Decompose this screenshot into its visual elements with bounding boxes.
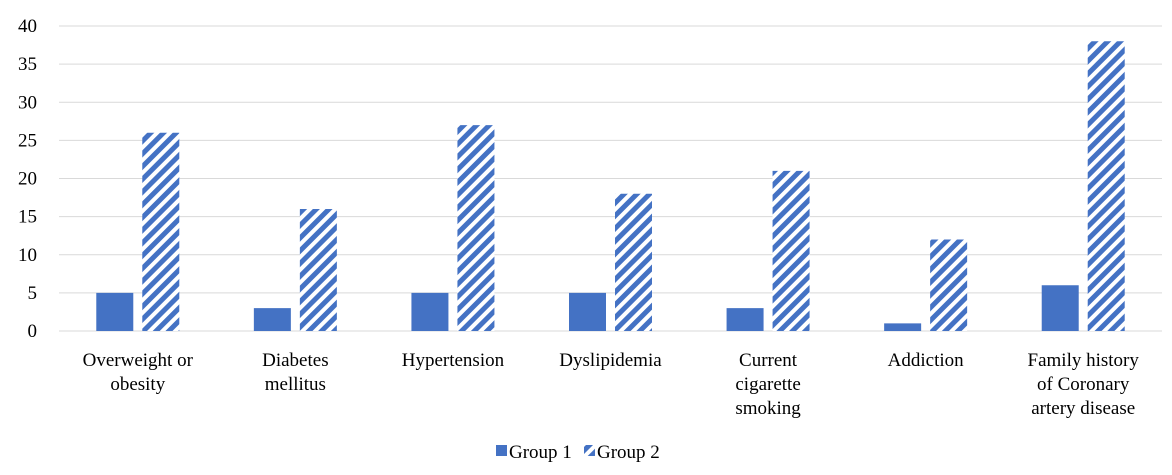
bar-group-2 (772, 170, 810, 331)
x-category-label: Dyslipidemia (559, 350, 662, 371)
bars (96, 41, 1125, 331)
gridlines (59, 25, 1162, 332)
legend-swatch-group-2 (584, 445, 595, 456)
legend-label-group-1: Group 1 (509, 442, 572, 463)
x-axis-category-labels: Overweight or obesity Diabetes mellitus Hype… (83, 350, 1140, 419)
bar-group-1 (1041, 285, 1079, 331)
bar-group-2 (457, 125, 495, 331)
y-tick-label: 20 (18, 169, 37, 190)
bar-group-2 (615, 193, 652, 331)
bar-group-1 (411, 292, 449, 331)
y-tick-label: 10 (18, 245, 37, 266)
bar-group-1 (884, 323, 922, 331)
y-tick-label: 40 (18, 16, 37, 37)
x-category-label: Current cigarette smoking (735, 350, 801, 419)
y-tick-label: 35 (18, 54, 37, 75)
y-tick-label: 5 (28, 283, 38, 304)
bar-group-2 (930, 239, 968, 331)
y-tick-label: 15 (18, 207, 37, 228)
legend: Group 1 Group 2 (496, 442, 660, 463)
y-axis-ticks: 0 5 10 15 20 25 30 35 40 (18, 16, 37, 342)
y-tick-label: 25 (18, 130, 37, 151)
bar-group-2 (142, 132, 180, 331)
legend-label-group-2: Group 2 (597, 442, 660, 463)
x-category-label: Diabetes mellitus (262, 350, 328, 395)
y-tick-label: 0 (28, 321, 38, 342)
x-category-label: Hypertension (402, 350, 505, 371)
y-tick-label: 30 (18, 92, 37, 113)
bar-group-1 (569, 292, 606, 331)
x-category-label: Addiction (888, 350, 964, 371)
bar-group-2 (299, 209, 337, 331)
bar-group-1 (96, 292, 134, 331)
x-category-label: Family history of Coronary artery disease (1028, 350, 1140, 419)
bar-group-1 (253, 308, 291, 331)
x-category-label: Overweight or obesity (83, 350, 194, 395)
bar-group-2 (1087, 41, 1125, 331)
legend-swatch-group-1 (496, 445, 507, 456)
bar-group-1 (726, 308, 764, 331)
